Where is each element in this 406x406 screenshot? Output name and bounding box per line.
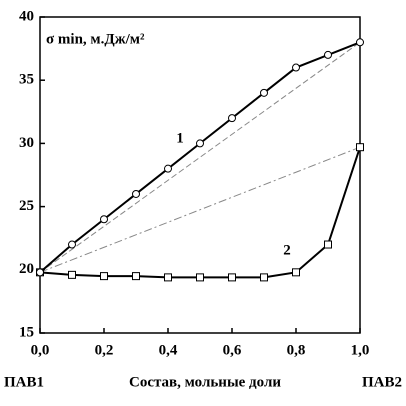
y-tick-label: 35 [19, 72, 34, 88]
marker [260, 273, 268, 282]
series-label: 1 [176, 130, 184, 146]
marker [356, 143, 364, 152]
y-axis-label: σ min, м.Дж/м² [46, 31, 145, 47]
x-axis-label: Состав, мольные доли [129, 374, 281, 390]
marker [228, 273, 236, 282]
x-tick-label: 0,6 [223, 342, 242, 358]
marker [100, 272, 108, 281]
y-tick-label: 40 [19, 8, 34, 24]
marker [260, 88, 268, 97]
marker [132, 189, 140, 198]
marker [36, 268, 44, 277]
marker [132, 272, 140, 281]
x-tick-label: 0,4 [159, 342, 178, 358]
annotation: ПАВ1 [4, 374, 44, 390]
x-tick-label: 0,0 [31, 342, 50, 358]
series-line [39, 146, 361, 273]
y-tick-label: 20 [19, 261, 34, 277]
marker [100, 215, 108, 224]
y-tick-label: 25 [19, 198, 34, 214]
annotation: ПАВ2 [362, 374, 402, 390]
x-tick-label: 1,0 [351, 342, 370, 358]
marker [292, 63, 300, 72]
series-line [39, 146, 361, 279]
marker [164, 273, 172, 282]
x-tick-label: 0,2 [95, 342, 114, 358]
marker [324, 50, 332, 59]
y-tick-label: 15 [19, 324, 34, 340]
y-tick-label: 30 [19, 135, 34, 151]
marker [292, 268, 300, 277]
series-label: 2 [283, 242, 291, 258]
marker [68, 270, 76, 279]
marker [196, 273, 204, 282]
x-tick-label: 0,8 [287, 342, 306, 358]
marker [68, 240, 76, 249]
marker [228, 114, 236, 123]
marker [164, 164, 172, 173]
marker [196, 139, 204, 148]
plot-frame [39, 16, 361, 334]
marker [324, 240, 332, 249]
series-line [39, 41, 361, 273]
marker [356, 38, 364, 47]
